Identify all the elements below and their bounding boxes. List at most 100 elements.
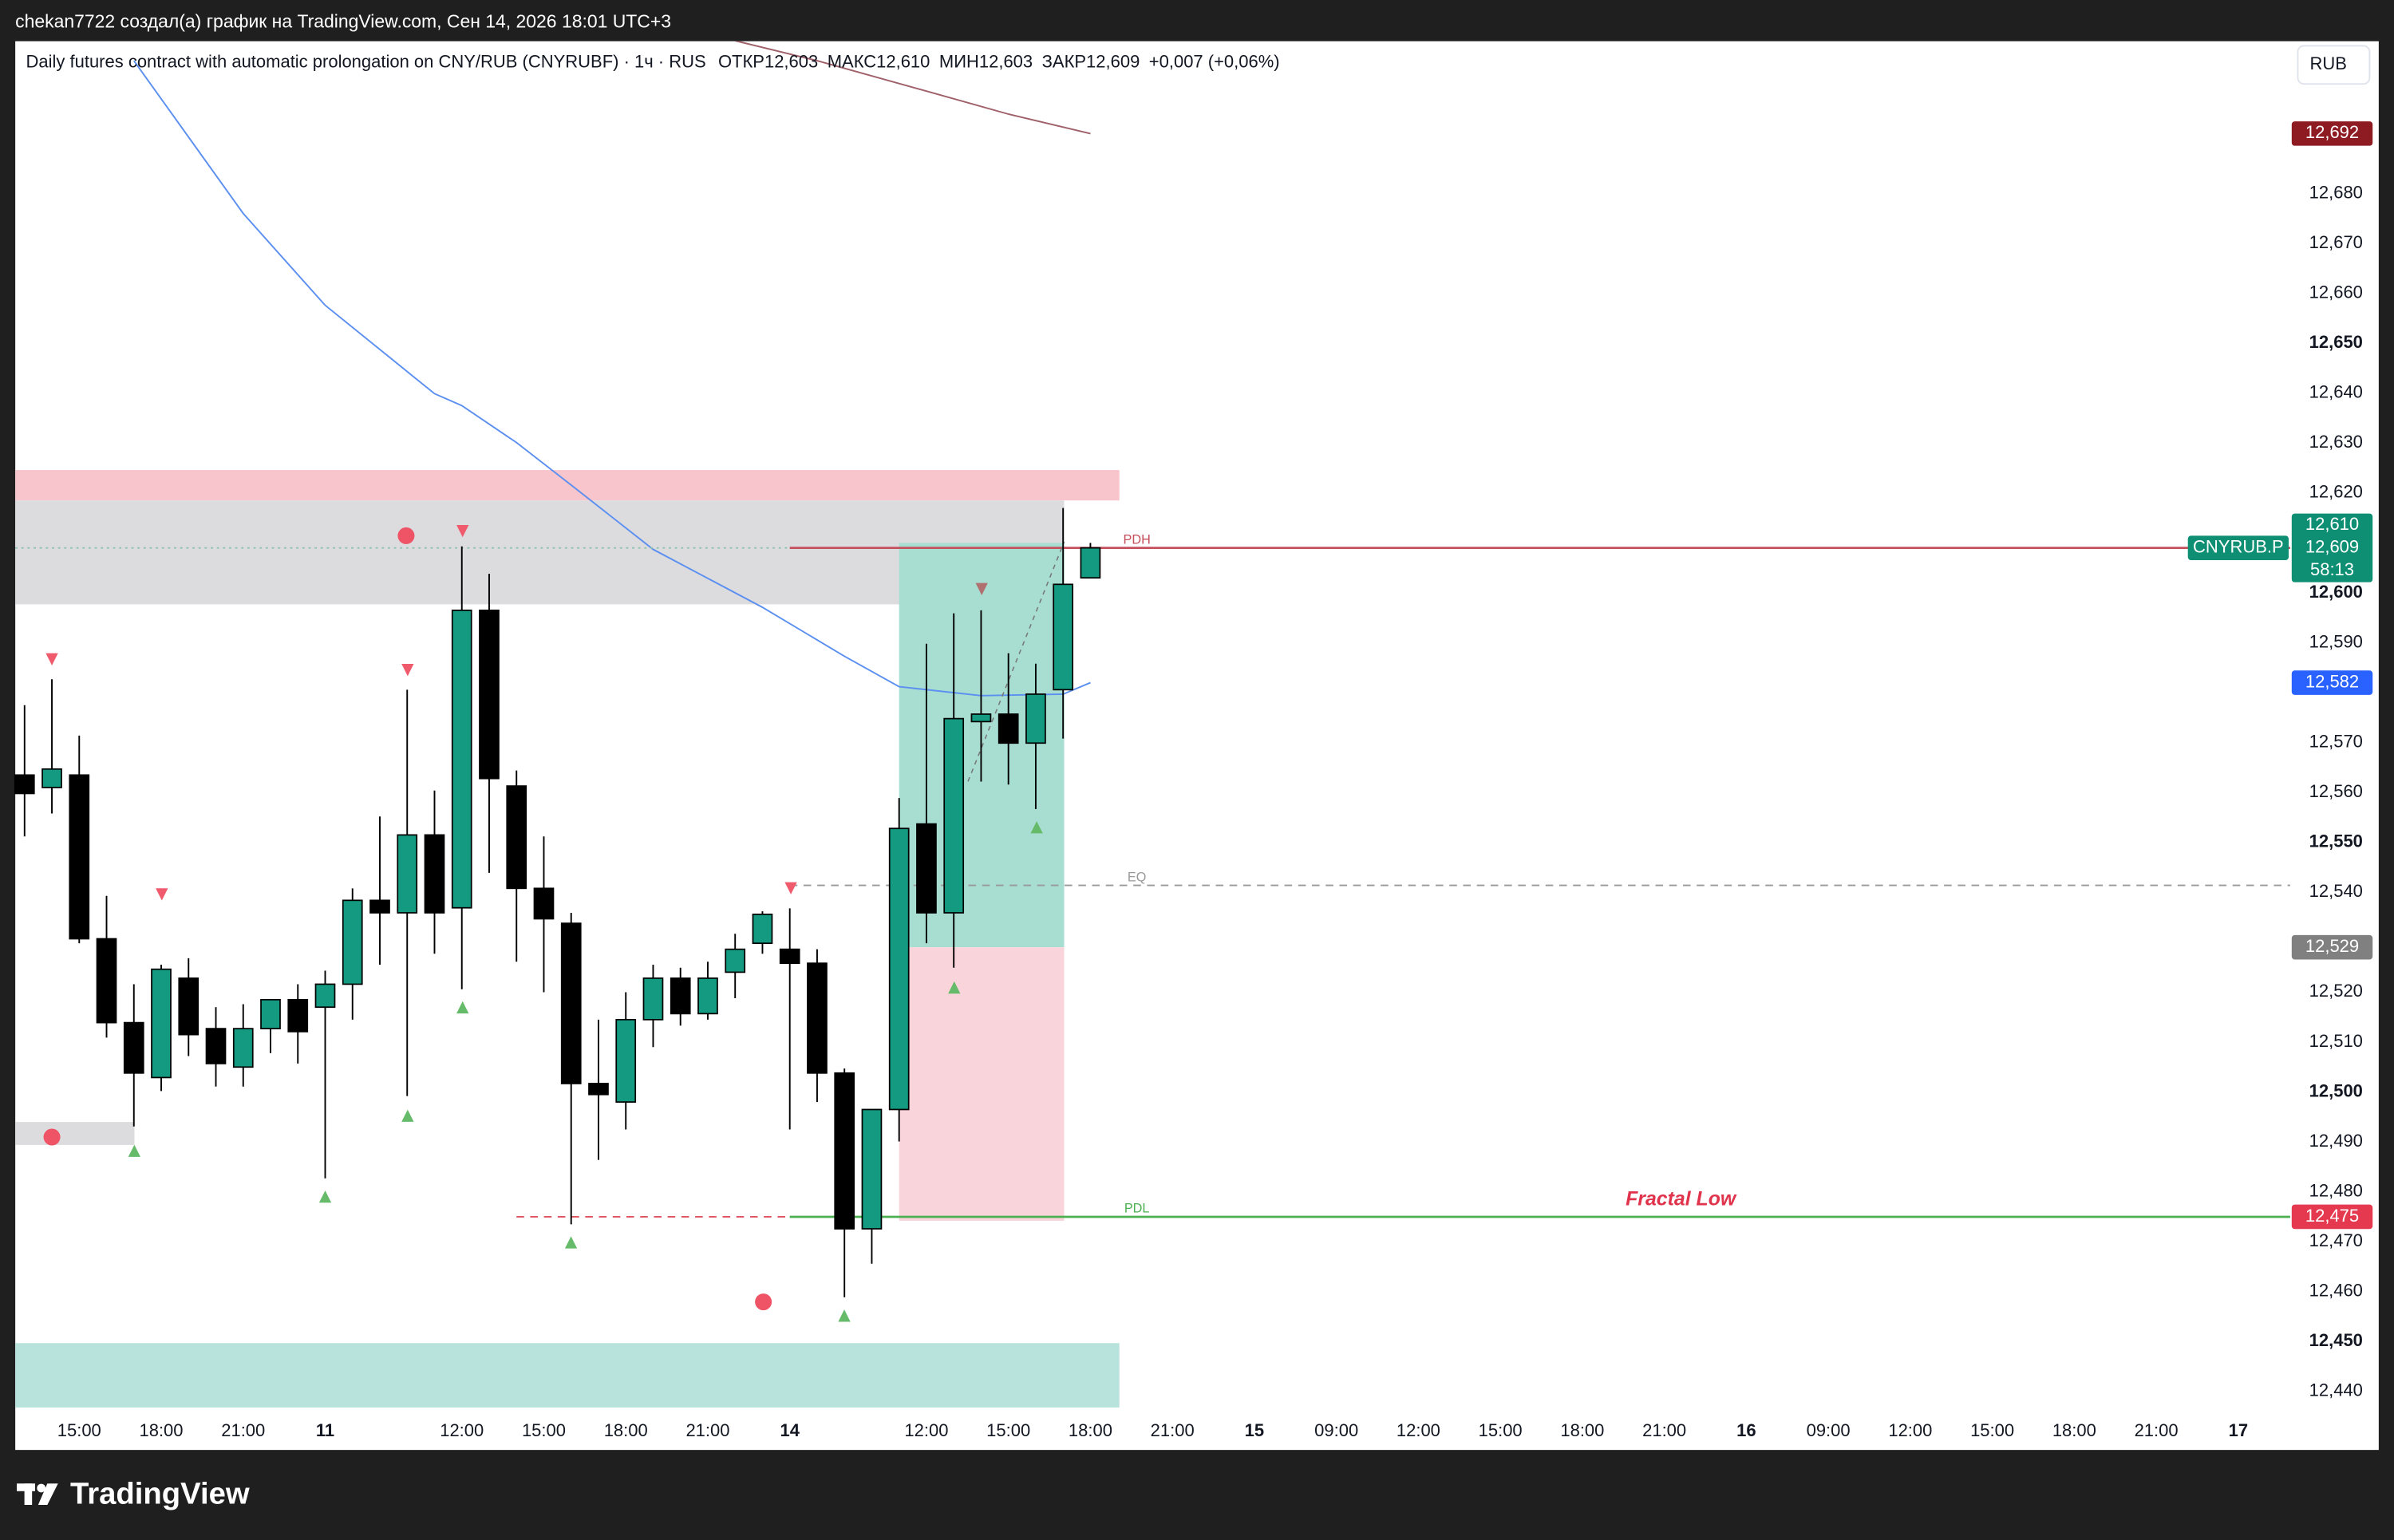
candle-body: [1025, 693, 1046, 744]
up-marker: [564, 1236, 578, 1249]
candle-body: [205, 1028, 227, 1064]
x-tick-label: 18:00: [140, 1420, 184, 1440]
symbol-title: Daily futures contract with automatic pr…: [26, 51, 706, 71]
candle-body: [123, 1021, 144, 1074]
x-tick-label: 14: [780, 1420, 800, 1440]
up-marker: [401, 1109, 414, 1122]
down-marker: [975, 582, 988, 595]
candle-body: [1053, 583, 1074, 691]
logo-part: [37, 1483, 46, 1493]
candle-body: [1080, 547, 1101, 579]
candle-body: [670, 977, 691, 1015]
up-marker: [456, 1001, 469, 1014]
x-tick-label: 17: [2229, 1420, 2248, 1440]
down-marker: [45, 653, 58, 665]
down-marker: [456, 524, 469, 538]
x-tick-label: 15:00: [57, 1420, 101, 1440]
candle-body: [725, 948, 746, 973]
candle-body: [807, 962, 828, 1074]
x-tick-label: 18:00: [1069, 1420, 1112, 1440]
y-tick-label: 12,550: [2309, 831, 2363, 851]
candle-body: [14, 774, 35, 795]
candle-body: [615, 1019, 637, 1103]
candle-body: [588, 1083, 609, 1096]
y-tick-label: 12,520: [2309, 981, 2363, 1001]
y-tick-label: 12,510: [2309, 1031, 2363, 1051]
ohlc-label: МИН: [939, 51, 979, 71]
zone: [15, 470, 1120, 501]
price-badge-label: 58:13: [2310, 559, 2354, 579]
candle-body: [41, 768, 62, 788]
currency-label[interactable]: RUB: [2310, 53, 2347, 73]
up-marker: [838, 1309, 851, 1322]
candle-body: [888, 827, 910, 1111]
candle-body: [970, 713, 992, 723]
candles: [14, 507, 1101, 1297]
level-name: PDH: [1123, 532, 1150, 547]
x-tick-label: 09:00: [1314, 1420, 1358, 1440]
zone: [15, 500, 1065, 605]
y-tick-label: 12,470: [2309, 1230, 2363, 1250]
x-tick-label: 12:00: [440, 1420, 484, 1440]
currency-button[interactable]: [2297, 45, 2371, 85]
price-badge: [2291, 121, 2373, 146]
candle-body: [451, 609, 472, 909]
up-marker: [1030, 821, 1043, 834]
candle-body: [178, 977, 200, 1036]
candle-body: [287, 998, 309, 1033]
candle-body: [397, 834, 418, 914]
candle-body: [560, 922, 582, 1084]
change: +0,007 (+0,06%): [1149, 51, 1280, 71]
candle-body: [314, 983, 336, 1009]
y-tick-label: 12,560: [2309, 781, 2363, 801]
x-tick-label: 12:00: [904, 1420, 948, 1440]
zone: [15, 1343, 1120, 1408]
candle-body: [342, 899, 363, 985]
indicator-lines: [132, 41, 1091, 697]
x-tick-label: 16: [1736, 1420, 1756, 1440]
x-tick-label: 21:00: [2135, 1420, 2179, 1440]
candle-body: [752, 913, 773, 945]
ohlc-value: 12,610: [876, 51, 930, 71]
candle-body: [642, 977, 664, 1021]
y-tick-label: 12,450: [2309, 1330, 2363, 1350]
ohlc-label: МАКС: [828, 51, 877, 71]
legend: Daily futures contract with automatic pr…: [26, 51, 1280, 71]
signal-markers: [43, 524, 1043, 1322]
price-badge: [2291, 670, 2373, 695]
axes: 12,440 12,450 12,460 12,470 12,480 12,490 12,5…: [57, 121, 2373, 1440]
candle-body: [943, 717, 965, 914]
price-badge: [2291, 934, 2373, 960]
y-tick-label: 12,440: [2309, 1380, 2363, 1400]
moving-average: [132, 60, 1091, 697]
x-tick-label: 15:00: [1479, 1420, 1523, 1440]
symbol-badge: [2187, 535, 2289, 560]
candle-body: [424, 834, 445, 914]
y-tick-label: 12,660: [2309, 282, 2363, 302]
y-tick-label: 12,680: [2309, 182, 2363, 202]
x-tick-label: 09:00: [1807, 1420, 1851, 1440]
y-tick-label: 12,460: [2309, 1281, 2363, 1301]
x-tick-label: 21:00: [685, 1420, 729, 1440]
price-badge-label: 12,475: [2305, 1206, 2359, 1226]
price-badge-label: 12,609: [2305, 536, 2359, 556]
candle-body: [232, 1028, 254, 1068]
x-tick-label: 11: [316, 1420, 334, 1440]
candle-body: [96, 938, 117, 1024]
price-badge-label: 12,692: [2305, 122, 2359, 142]
x-tick-label: 18:00: [1560, 1420, 1604, 1440]
logo-part: [24, 1483, 33, 1506]
moving-average: [734, 41, 1091, 135]
y-tick-label: 12,500: [2309, 1080, 2363, 1100]
x-tick-label: 15:00: [986, 1420, 1030, 1440]
price-badge: [2291, 513, 2373, 582]
level-note: Fractal Low: [1626, 1188, 1737, 1210]
y-tick-label: 12,490: [2309, 1131, 2363, 1151]
symbol-badge-label: CNYRUB.P: [2193, 536, 2284, 556]
down-marker: [401, 664, 414, 677]
y-tick-label: 12,640: [2309, 382, 2363, 402]
candle-body: [998, 713, 1019, 744]
x-tick-label: 18:00: [604, 1420, 648, 1440]
